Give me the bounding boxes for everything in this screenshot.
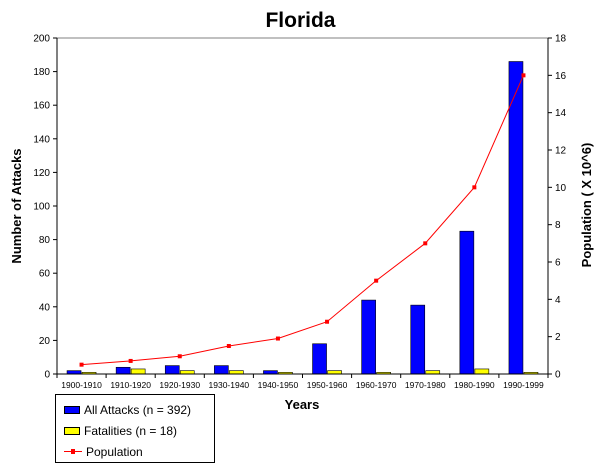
legend-label-population: Population xyxy=(86,445,143,459)
population-line xyxy=(81,75,524,366)
x-tick-label: 1990-1999 xyxy=(503,380,544,390)
legend: All Attacks (n = 392) Fatalities (n = 18… xyxy=(55,394,215,463)
x-tick-label: 1960-1970 xyxy=(356,380,397,390)
bar-fatalities xyxy=(425,370,441,375)
y-tick-label-right: 8 xyxy=(555,220,561,231)
population-point xyxy=(128,358,133,363)
bar-all-attacks xyxy=(164,365,180,375)
y-tick-label-left: 140 xyxy=(33,134,50,145)
y-tick-label-left: 160 xyxy=(33,101,50,112)
bar-all-attacks xyxy=(508,61,524,375)
y-tick-label-right: 4 xyxy=(555,295,561,306)
population-point xyxy=(472,185,477,190)
y-tick-label-left: 20 xyxy=(39,336,51,347)
y-tick-label-left: 40 xyxy=(39,302,51,313)
population-point xyxy=(374,278,379,283)
y-tick-label-right: 2 xyxy=(555,332,561,343)
bar-fatalities xyxy=(179,370,195,375)
y-axis-title-right: Population ( X 10^6) xyxy=(579,142,594,268)
population-point xyxy=(177,354,182,359)
y-tick-label-left: 100 xyxy=(33,202,50,213)
y-tick-label-left: 0 xyxy=(44,370,50,381)
legend-item-population: Population xyxy=(64,443,143,461)
population-point xyxy=(521,73,526,78)
y-tick-label-right: 12 xyxy=(555,146,567,157)
bar-all-attacks xyxy=(459,230,475,375)
legend-swatch-all-attacks xyxy=(64,406,80,414)
population-point xyxy=(325,319,330,324)
x-tick-label: 1970-1980 xyxy=(405,380,446,390)
bar-fatalities xyxy=(229,370,244,375)
y-tick-label-right: 0 xyxy=(555,370,561,381)
y-tick-label-right: 18 xyxy=(555,34,567,45)
legend-item-all-attacks: All Attacks (n = 392) xyxy=(64,401,191,419)
y-tick-label-right: 10 xyxy=(555,183,567,194)
y-tick-label-left: 80 xyxy=(39,235,51,246)
legend-label-all-attacks: All Attacks (n = 392) xyxy=(84,403,192,417)
x-tick-label: 1950-1960 xyxy=(307,380,348,390)
bar-all-attacks xyxy=(66,370,82,375)
x-tick-label: 1930-1940 xyxy=(209,380,250,390)
bar-all-attacks xyxy=(263,370,278,375)
legend-item-fatalities: Fatalities (n = 18) xyxy=(64,422,177,440)
legend-swatch-fatalities xyxy=(64,427,80,435)
chart-title: Florida xyxy=(265,9,336,32)
y-tick-label-left: 120 xyxy=(33,168,50,179)
x-tick-label: 1940-1950 xyxy=(258,380,299,390)
x-tick-label: 1910-1920 xyxy=(110,380,151,390)
bar-fatalities xyxy=(474,368,490,375)
bar-all-attacks xyxy=(312,343,327,375)
plot-frame xyxy=(56,37,549,375)
population-point xyxy=(423,241,428,246)
y-tick-label-left: 180 xyxy=(33,67,50,78)
x-axis-title: Years xyxy=(284,397,320,412)
population-point xyxy=(79,362,84,367)
y-axis-title-left: Number of Attacks xyxy=(9,148,24,264)
bar-all-attacks xyxy=(115,366,131,375)
x-tick-label: 1900-1910 xyxy=(61,380,102,390)
population-point xyxy=(226,344,231,348)
bar-all-attacks xyxy=(214,365,229,375)
y-tick-label-right: 16 xyxy=(555,71,567,82)
bar-fatalities xyxy=(327,370,342,375)
legend-line-population xyxy=(64,448,82,456)
bar-all-attacks xyxy=(410,304,426,375)
population-point xyxy=(275,336,280,341)
y-tick-label-right: 6 xyxy=(555,258,561,269)
x-tick-label: 1980-1990 xyxy=(454,380,495,390)
legend-label-fatalities: Fatalities (n = 18) xyxy=(84,424,178,438)
x-tick-label: 1920-1930 xyxy=(159,380,200,390)
bar-all-attacks xyxy=(361,299,376,375)
y-tick-label-left: 200 xyxy=(33,34,50,45)
y-tick-label-right: 14 xyxy=(555,108,567,119)
y-tick-label-left: 60 xyxy=(39,269,51,280)
bar-fatalities xyxy=(130,368,146,375)
